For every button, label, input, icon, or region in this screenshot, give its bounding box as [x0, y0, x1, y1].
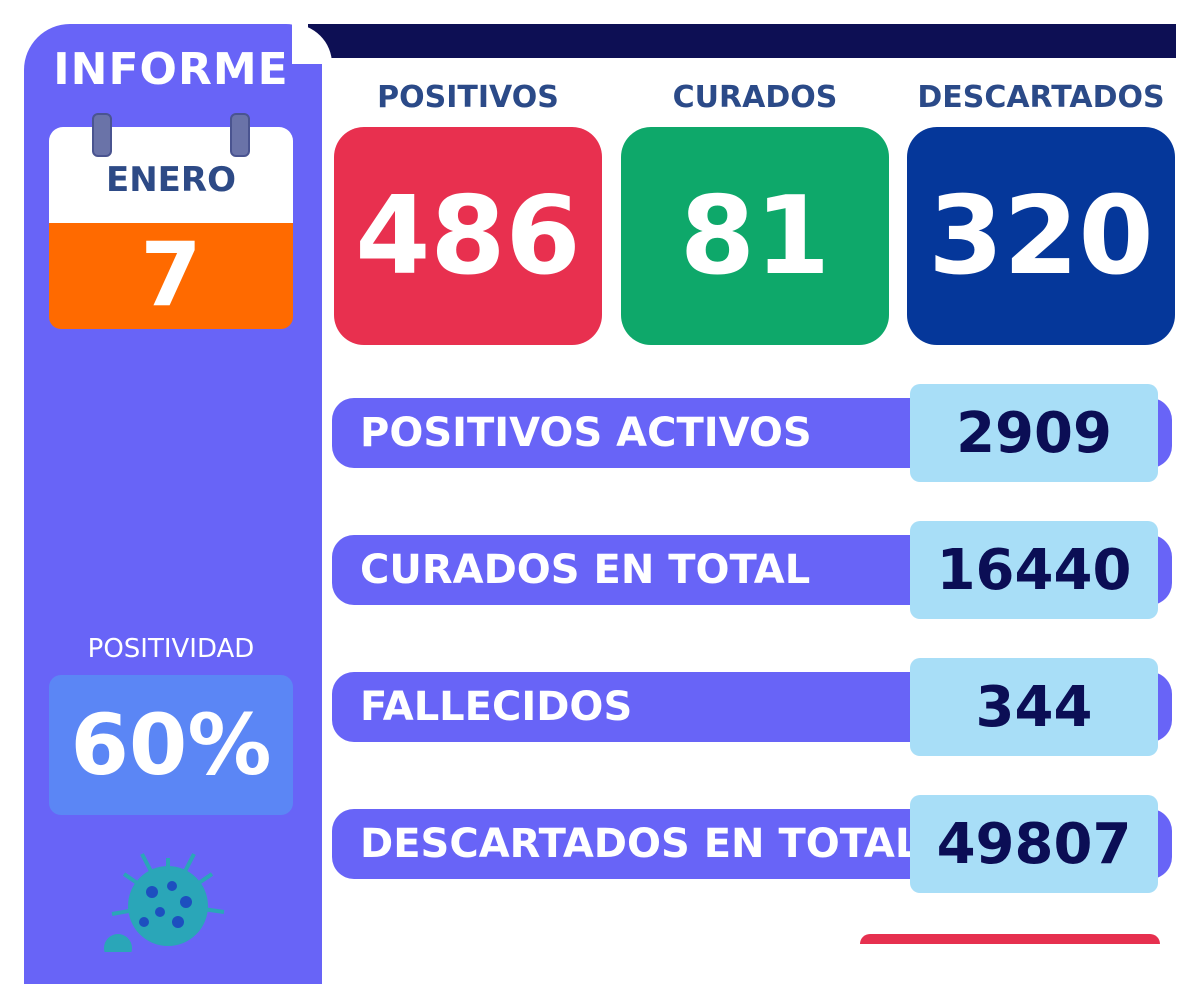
card-label-descartados: DESCARTADOS: [917, 80, 1165, 115]
positividad-box: [49, 675, 293, 815]
calendar-day-panel: [49, 223, 293, 329]
stat-label: CURADOS EN TOTAL: [360, 547, 811, 593]
calendar-header: [49, 127, 293, 223]
stat-value: 49807: [910, 795, 1158, 893]
stat-label: FALLECIDOS: [360, 684, 633, 730]
card-positivos: 486: [334, 127, 602, 345]
calendar-month: ENERO: [106, 160, 236, 200]
calendar-ring-left: [92, 113, 112, 157]
card-descartados: 320: [907, 127, 1175, 345]
card-curados: 81: [621, 127, 889, 345]
stat-value: 2909: [910, 384, 1158, 482]
stat-row-fallecidos: FALLECIDOS 344: [332, 658, 1172, 756]
stat-label: POSITIVOS ACTIVOS: [360, 410, 812, 456]
header-bar: [308, 24, 1176, 58]
card-label-curados: CURADOS: [672, 80, 838, 115]
stat-row-descartados-total: DESCARTADOS EN TOTAL 49807: [332, 795, 1172, 893]
stat-row-curados-total: CURADOS EN TOTAL 16440: [332, 521, 1172, 619]
report-title: INFORME: [53, 44, 289, 95]
stat-row-positivos-activos: POSITIVOS ACTIVOS 2909: [332, 384, 1172, 482]
bottom-accent-bar: [860, 934, 1160, 944]
stat-value: 344: [910, 658, 1158, 756]
positividad-label: POSITIVIDAD: [87, 634, 255, 664]
virus-icon: [104, 853, 225, 952]
stat-value: 16440: [910, 521, 1158, 619]
stat-label: DESCARTADOS EN TOTAL: [360, 821, 921, 867]
calendar-ring-right: [230, 113, 250, 157]
calendar-day: 7: [140, 223, 202, 326]
positividad-value: 60%: [70, 696, 272, 794]
card-label-positivos: POSITIVOS: [377, 80, 559, 115]
